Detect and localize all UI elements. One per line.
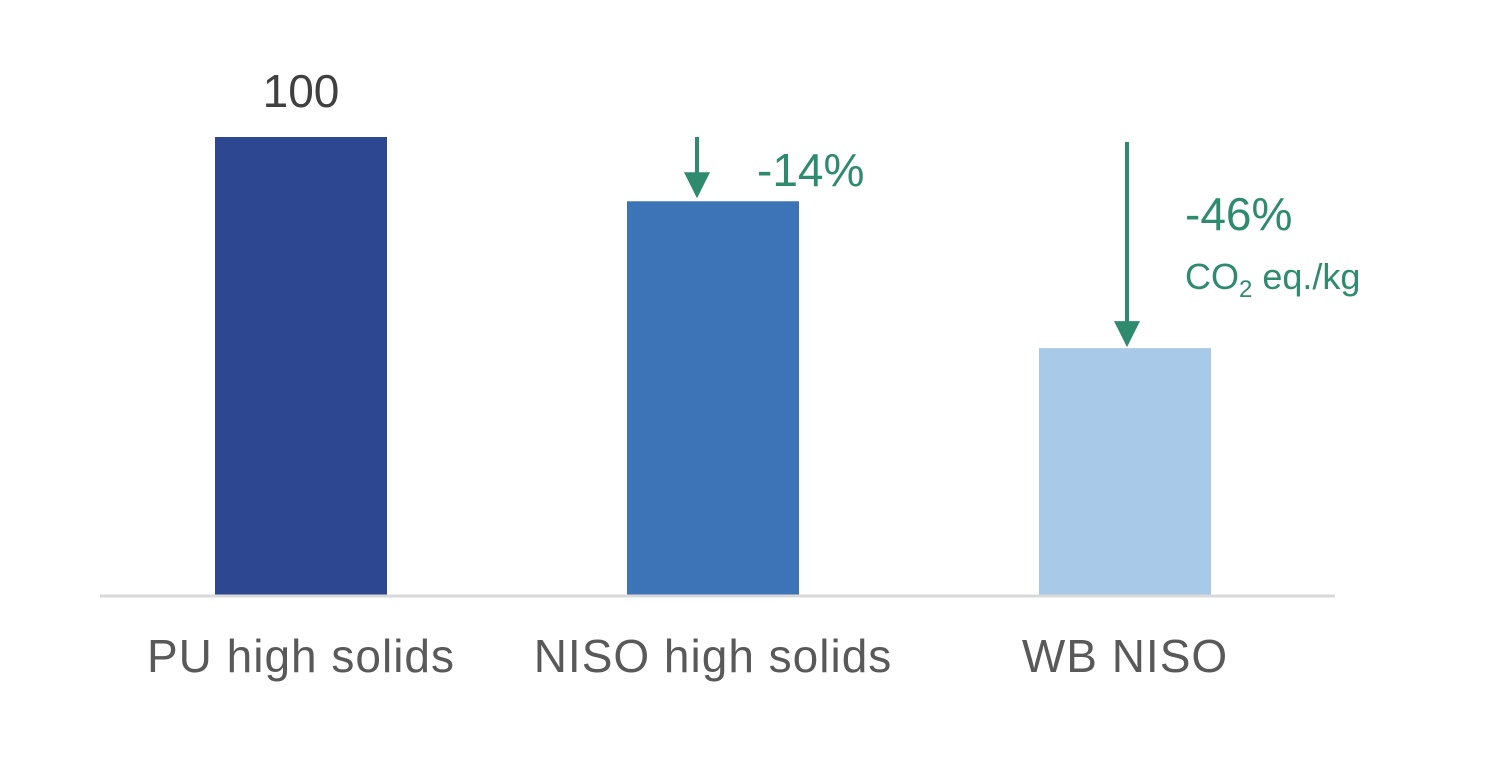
annotations-layer: -14% -46% CO2 eq./kg [684, 137, 1360, 348]
bars-layer [215, 137, 1211, 596]
bar-2 [627, 201, 799, 596]
x-tick-label-1: PU high solids [147, 630, 455, 682]
labels-layer: PU high solids 100 NISO high solids WB NISO [147, 65, 1228, 682]
bar-3 [1039, 348, 1211, 596]
data-label-1: 100 [263, 65, 340, 117]
reduction-label-2: -46% [1185, 188, 1292, 240]
reduction-label-1: -14% [757, 144, 864, 196]
bar-1 [215, 137, 387, 596]
unit-label: CO2 eq./kg [1185, 256, 1360, 303]
unit-label-main: CO [1185, 256, 1239, 297]
reduction-arrow-2 [1114, 142, 1140, 348]
unit-label-subscript: 2 [1239, 276, 1252, 303]
x-tick-label-3: WB NISO [1022, 630, 1228, 682]
reduction-arrow-1 [684, 137, 710, 199]
x-tick-label-2: NISO high solids [534, 630, 893, 682]
unit-label-rest: eq./kg [1252, 256, 1360, 297]
